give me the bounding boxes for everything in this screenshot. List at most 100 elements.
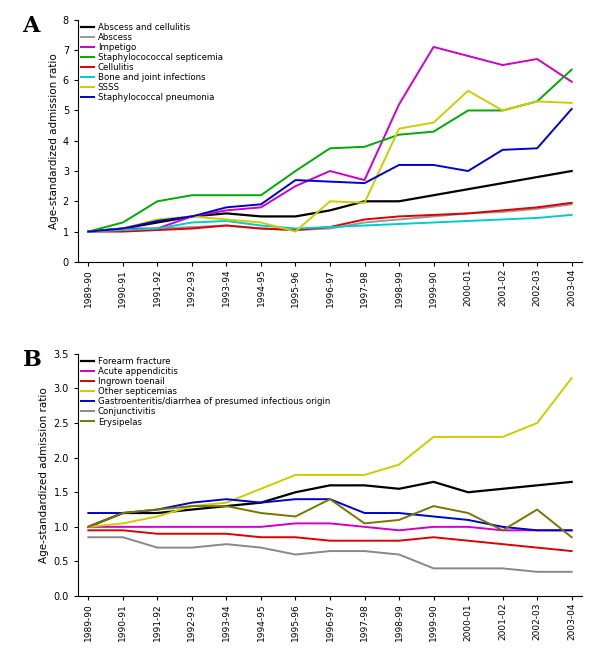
Conjunctivitis [326,547,334,555]
Conjunctivitis [292,551,299,559]
Staphylococcal pneumonia [223,204,230,212]
Gastroenteritis/diarrhea of presumed infectious origin [223,495,230,503]
Other septicemias [361,471,368,479]
Abscess [430,212,437,220]
Erysipelas [292,513,299,521]
Abscess and cellulitis [395,197,403,205]
Y-axis label: Age-standardized admission ratio: Age-standardized admission ratio [40,387,49,563]
Ingrown toenail [223,530,230,538]
Acute appendicitis [188,523,196,531]
Gastroenteritis/diarrhea of presumed infectious origin [154,506,161,514]
Abscess and cellulitis [326,206,334,214]
Ingrown toenail [85,527,92,534]
Other septicemias [85,523,92,531]
Impetigo [568,78,575,86]
Forearm fracture [464,489,472,496]
Staphylocococcal septicemia [430,128,437,136]
Acute appendicitis [464,523,472,531]
Conjunctivitis [568,568,575,576]
Ingrown toenail [188,530,196,538]
Acute appendicitis [430,523,437,531]
Impetigo [257,204,265,212]
Staphylocococcal septicemia [326,144,334,152]
Ingrown toenail [464,536,472,544]
Erysipelas [119,509,127,517]
Erysipelas [85,523,92,531]
Impetigo [464,52,472,60]
Ingrown toenail [395,536,403,544]
Text: B: B [23,349,41,371]
Bone and joint infections [395,220,403,228]
Staphylocococcal septicemia [568,66,575,73]
Bone and joint infections [119,226,127,234]
Abscess and cellulitis [223,210,230,217]
Cellulitis [223,221,230,229]
Abscess [533,205,541,213]
Other septicemias [395,460,403,468]
Abscess and cellulitis [499,179,506,187]
SSSS [568,99,575,107]
Abscess [223,221,230,229]
Line: Forearm fracture: Forearm fracture [88,482,572,527]
Staphylococcal pneumonia [533,144,541,152]
Abscess and cellulitis [85,228,92,236]
Bone and joint infections [257,221,265,229]
Cellulitis [119,228,127,236]
Y-axis label: Age-standardized admission ratio: Age-standardized admission ratio [49,53,59,229]
Staphylococcal pneumonia [326,178,334,185]
Line: Staphylococcal pneumonia: Staphylococcal pneumonia [88,109,572,232]
Impetigo [188,212,196,220]
Ingrown toenail [361,536,368,544]
SSSS [326,197,334,205]
Impetigo [154,225,161,233]
Staphylocococcal septicemia [119,219,127,227]
Bone and joint infections [499,215,506,223]
Staphylocococcal septicemia [292,167,299,175]
Line: Erysipelas: Erysipelas [88,499,572,537]
Impetigo [533,55,541,63]
Abscess and cellulitis [154,219,161,227]
Forearm fracture [361,481,368,489]
Other septicemias [257,485,265,493]
Staphylocococcal septicemia [154,197,161,205]
Conjunctivitis [257,544,265,552]
Staphylocococcal septicemia [85,228,92,236]
Other septicemias [430,433,437,441]
Bone and joint infections [223,217,230,225]
Bone and joint infections [430,219,437,227]
Cellulitis [257,225,265,233]
Conjunctivitis [85,533,92,541]
SSSS [223,215,230,223]
SSSS [257,219,265,227]
Cellulitis [154,226,161,234]
Cellulitis [292,226,299,234]
Gastroenteritis/diarrhea of presumed infectious origin [464,516,472,524]
Other septicemias [464,433,472,441]
Acute appendicitis [395,527,403,534]
Erysipelas [361,519,368,527]
SSSS [499,107,506,115]
Staphylococcal pneumonia [292,176,299,184]
Gastroenteritis/diarrhea of presumed infectious origin [568,527,575,534]
Acute appendicitis [257,523,265,531]
Cellulitis [499,206,506,214]
Abscess and cellulitis [119,225,127,233]
Cellulitis [326,223,334,231]
Gastroenteritis/diarrhea of presumed infectious origin [119,509,127,517]
Line: Conjunctivitis: Conjunctivitis [88,537,572,572]
Staphylocococcal septicemia [361,143,368,151]
Erysipelas [154,506,161,514]
Impetigo [119,225,127,233]
Line: Impetigo: Impetigo [88,47,572,232]
Abscess [464,210,472,217]
Staphylococcal pneumonia [499,146,506,154]
SSSS [533,98,541,105]
Abscess [395,215,403,223]
Other septicemias [292,471,299,479]
SSSS [464,87,472,95]
Gastroenteritis/diarrhea of presumed infectious origin [395,509,403,517]
Abscess and cellulitis [361,197,368,205]
Line: Acute appendicitis: Acute appendicitis [88,523,572,531]
Conjunctivitis [499,565,506,572]
Abscess and cellulitis [464,185,472,193]
